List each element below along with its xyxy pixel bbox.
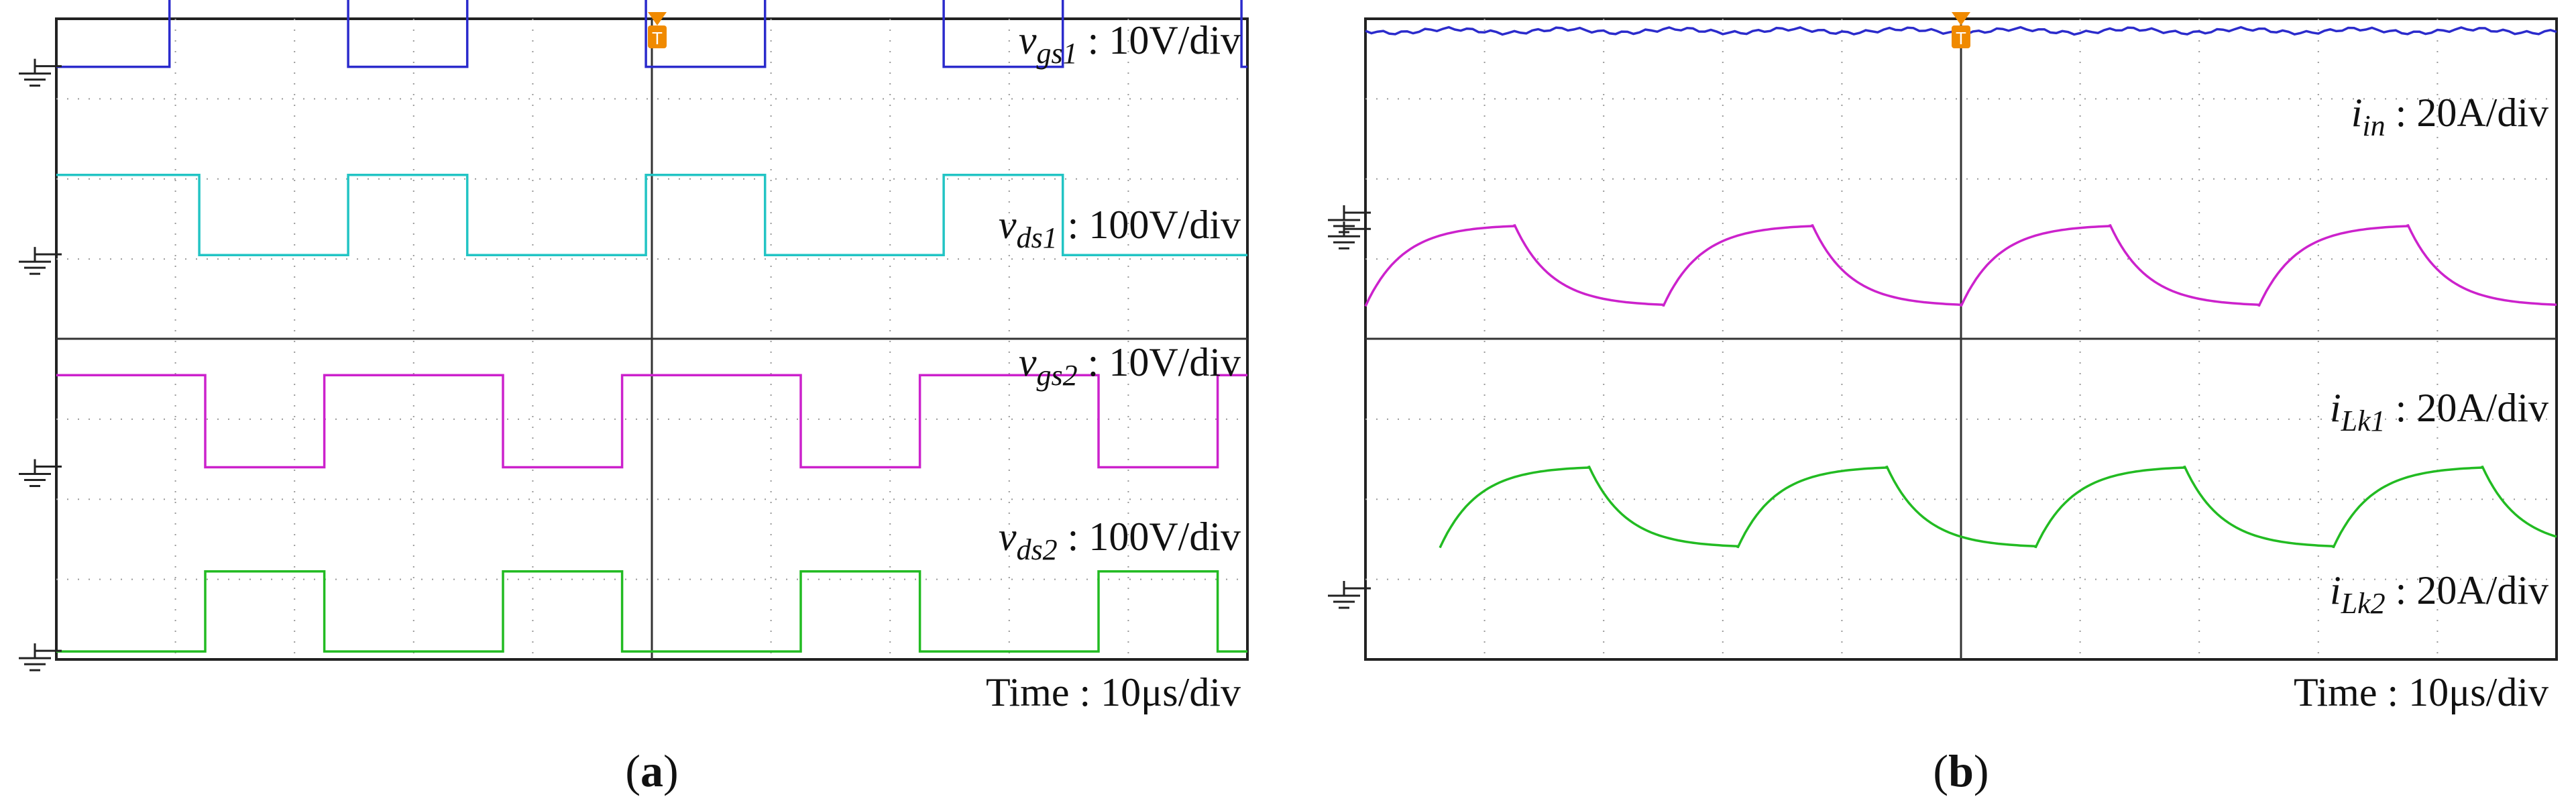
vds1-label: vds1 : 100V/div: [999, 203, 1241, 254]
vds1-sym: v: [999, 203, 1017, 247]
vds2-scale: : 100V/div: [1058, 515, 1241, 559]
vds1-trace: [56, 174, 1247, 256]
vgs1-sym: v: [1019, 18, 1037, 62]
vgs1-label: vgs1 : 10V/div: [1019, 18, 1241, 70]
panel-b-caption-close: ): [1974, 745, 1989, 796]
panel-b-caption: (b): [1933, 745, 1989, 796]
panel-a-caption: (a): [625, 745, 678, 796]
ilk1-sym: i: [2330, 386, 2341, 430]
iLk1-ground-icon: [1328, 205, 1371, 233]
vgs2-sub: gs2: [1037, 359, 1078, 392]
vds2-sym: v: [999, 515, 1017, 559]
vds1-scale: : 100V/div: [1058, 203, 1241, 247]
iLk1-trace: [1364, 224, 2557, 307]
panel-a-trigger-label: T: [652, 28, 663, 48]
vds2-ground-icon: [19, 643, 62, 672]
iin-ground-icon: [1328, 221, 1371, 250]
ilk2-sub: Lk2: [2341, 587, 2386, 620]
vgs2-ground-icon: [19, 459, 62, 487]
panel-b-trigger-marker: T: [1952, 12, 1970, 48]
vgs2-sym: v: [1019, 340, 1037, 384]
panel-b-time-label: Time : 10μs/div: [2294, 670, 2549, 714]
ilk1-scale: : 20A/div: [2386, 386, 2549, 430]
vds2-sub: ds2: [1017, 533, 1058, 566]
vds1-ground-icon: [19, 247, 62, 275]
ilk1-sub: Lk1: [2341, 405, 2386, 437]
vds1-sub: ds1: [1017, 221, 1058, 254]
vgs2-scale: : 10V/div: [1078, 340, 1241, 384]
iin-sym: i: [2351, 91, 2363, 135]
ilk2-scale: : 20A/div: [2386, 568, 2549, 612]
iin-sub: in: [2362, 109, 2385, 142]
panel-a-scope: T vgs1 : 10V/div vds1 : 100V/div vgs2 : …: [19, 0, 1249, 796]
vgs1-ground-icon: [19, 58, 62, 87]
vgs1-trace: [56, 0, 1247, 68]
panel-a-caption-letter: a: [640, 745, 663, 796]
panel-b-scope: T iin : 20A/div iLk1 : 20A/div iLk2 : 20…: [1328, 12, 2558, 796]
iLk2-ground-icon: [1328, 581, 1371, 609]
iin-label: iin : 20A/div: [2351, 91, 2549, 142]
vgs1-scale: : 10V/div: [1078, 18, 1241, 62]
vgs2-label: vgs2 : 10V/div: [1019, 340, 1241, 392]
ilk2-label: iLk2 : 20A/div: [2330, 568, 2549, 620]
iLk2-trace: [1439, 466, 2557, 549]
vds2-label: vds2 : 100V/div: [999, 515, 1241, 566]
panel-a-ground-markers: [19, 58, 62, 672]
panel-b-ground-markers: [1328, 205, 1371, 609]
vds2-trace: [56, 570, 1247, 653]
ilk2-sym: i: [2330, 568, 2341, 612]
panel-a-waveforms: [56, 0, 1247, 653]
panel-a-trigger-marker: T: [648, 12, 667, 48]
panel-a-time-label: Time : 10μs/div: [986, 670, 1241, 714]
panel-a-caption-open: (: [625, 745, 640, 796]
ilk1-label: iLk1 : 20A/div: [2330, 386, 2549, 437]
panel-a-caption-close: ): [663, 745, 679, 796]
panel-b-caption-open: (: [1933, 745, 1948, 796]
panel-b-caption-letter: b: [1948, 745, 1974, 796]
panel-b-trigger-label: T: [1956, 28, 1966, 48]
iin-scale: : 20A/div: [2386, 91, 2549, 135]
vgs2-trace: [56, 374, 1247, 469]
vgs1-sub: gs1: [1037, 37, 1078, 70]
